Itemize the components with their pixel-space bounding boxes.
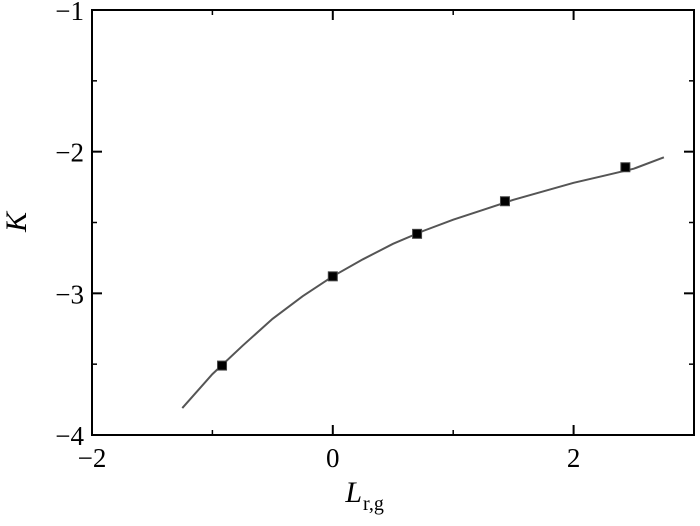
- ticks: [91, 9, 694, 436]
- plot-area: [91, 9, 695, 436]
- x-axis-label: L: [344, 476, 362, 509]
- data-point: [620, 162, 631, 173]
- data-point: [217, 360, 228, 371]
- data-point: [327, 271, 338, 282]
- y-axis-label: K: [0, 210, 33, 233]
- tick-labels: −2 0 2 −4 −3 −2 −1: [55, 0, 580, 473]
- x-axis-label-subscript: r,g: [363, 493, 384, 515]
- x-tick-label: 0: [326, 443, 340, 473]
- y-tick-label: −1: [55, 0, 84, 26]
- data-point: [412, 228, 423, 239]
- fit-curve: [181, 156, 665, 409]
- y-tick-label: −3: [55, 279, 84, 309]
- data-points: [217, 162, 631, 371]
- y-tick-label: −4: [55, 421, 84, 451]
- x-tick-label: −2: [78, 443, 107, 473]
- y-tick-label: −2: [55, 138, 84, 168]
- data-point: [499, 196, 510, 207]
- x-tick-label: 2: [567, 443, 581, 473]
